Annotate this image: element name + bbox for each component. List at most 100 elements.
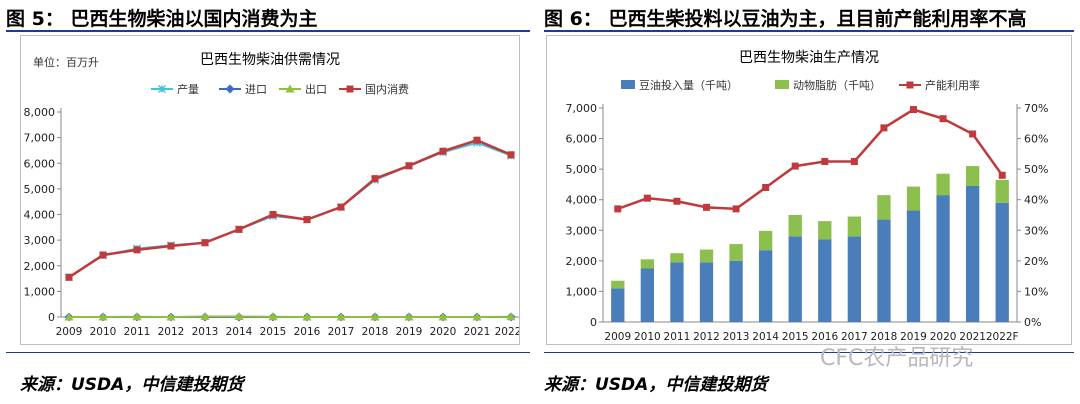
- data-point-2: [132, 312, 142, 321]
- legend-marker-util: [906, 81, 914, 89]
- utilization-line: [617, 108, 1004, 211]
- bar-soy: [729, 260, 743, 322]
- series-line-2: [69, 315, 512, 319]
- y2-tick-label: 70%: [1024, 102, 1048, 115]
- bar-soy: [788, 236, 802, 322]
- utilization-point: [791, 162, 799, 170]
- y-tick-label: 0: [590, 316, 597, 329]
- x-tick-label: 2011: [124, 326, 151, 338]
- bar-soy: [965, 185, 980, 322]
- bar-soy: [611, 288, 625, 322]
- bar-soy: [699, 262, 714, 322]
- y-tick-label: 4,000: [24, 209, 56, 222]
- legend-marker-3: [346, 85, 354, 93]
- data-point-2: [302, 312, 312, 321]
- x-tick-label: 2017: [841, 331, 868, 343]
- bar-soy: [877, 219, 891, 322]
- legend-label-animal: 动物脂肪（千吨）: [793, 78, 881, 92]
- data-point-2: [166, 312, 176, 321]
- utilization-point: [939, 115, 947, 123]
- bar-animal: [818, 221, 832, 240]
- utilization-point: [821, 158, 829, 165]
- figure-6-top-rule: [544, 30, 1074, 32]
- utilization-point: [732, 205, 740, 213]
- data-point-3: [507, 151, 515, 159]
- figure-6-chart-panel: 巴西生物柴油生产情况 豆油投入量（千吨） 动物脂肪（千吨） 产能利用率 0 1,000 2,…: [546, 35, 1072, 345]
- y2-tick-label: 30%: [1024, 224, 1048, 237]
- bar-soy: [640, 268, 655, 322]
- figure-6-bottom-rule: [544, 352, 1074, 353]
- data-point-3: [473, 136, 481, 144]
- x-tick-label: 2010: [634, 331, 661, 343]
- data-point-3: [167, 242, 175, 250]
- x-tick-label: 2016: [811, 331, 838, 343]
- data-point-3: [337, 203, 345, 211]
- legend-label-2: 出口: [305, 82, 327, 96]
- bar-soy: [818, 239, 832, 322]
- utilization-point: [673, 197, 681, 205]
- y2-tick-label: 0%: [1024, 316, 1041, 329]
- x-tick-label: 2014: [226, 326, 253, 338]
- x-tick-label: 2011: [664, 331, 691, 343]
- legend-marker-0: [157, 84, 167, 94]
- data-point-2: [404, 312, 414, 321]
- y2-tick-label: 50%: [1024, 163, 1048, 176]
- data-point-2: [268, 312, 278, 321]
- utilization-point: [703, 203, 710, 211]
- data-point-2: [472, 312, 482, 321]
- data-point-2: [200, 311, 210, 320]
- data-point-2: [370, 312, 380, 321]
- legend-label-soy: 豆油投入量（千吨）: [639, 78, 738, 92]
- legend-swatch-soy: [621, 80, 635, 89]
- bar-animal: [670, 253, 684, 263]
- watermark-text: CFC农产品研究: [820, 346, 974, 371]
- bar-soy: [758, 250, 773, 322]
- chart-title: 巴西生物柴油生产情况: [739, 50, 879, 66]
- bar-animal: [995, 179, 1009, 203]
- x-tick-label: 2013: [723, 331, 750, 343]
- x-tick-label: 2019: [900, 331, 927, 343]
- bar-soy: [936, 195, 950, 322]
- figure-5-heading: 图 5： 巴西生物柴油以国内消费为主: [6, 8, 318, 30]
- y2-tick-label: 40%: [1024, 194, 1048, 207]
- data-point-3: [133, 246, 141, 254]
- bar-soy: [906, 210, 921, 322]
- x-tick-label: 2010: [90, 326, 117, 338]
- y-tick-label: 2,000: [566, 255, 598, 268]
- y-tick-label: 3,000: [24, 234, 56, 247]
- bar-animal: [699, 249, 714, 263]
- legend-label-3: 国内消费: [365, 82, 409, 96]
- legend-marker-2: [285, 84, 295, 93]
- utilization-point: [614, 205, 622, 213]
- legend-label-util: 产能利用率: [925, 78, 980, 92]
- y2-tick-label: 20%: [1024, 255, 1048, 268]
- bar-animal: [847, 216, 862, 237]
- x-tick-label: 2012: [693, 331, 720, 343]
- bar-animal: [640, 259, 655, 269]
- figure-6-heading: 图 6： 巴西生柴投料以豆油为主，且目前产能利用率不高: [544, 8, 1027, 30]
- data-point-2: [98, 312, 108, 321]
- y-tick-label: 6,000: [566, 133, 598, 146]
- legend-label-0: 产量: [177, 82, 199, 96]
- y-tick-label: 1,000: [24, 285, 56, 298]
- utilization-point: [998, 171, 1006, 179]
- bar-animal: [877, 195, 891, 220]
- x-tick-label: 2022F: [495, 326, 519, 338]
- legend-swatch-animal: [775, 80, 789, 89]
- y-tick-label: 5,000: [566, 163, 598, 176]
- bar-animal: [965, 166, 980, 186]
- utilization-point: [880, 124, 888, 132]
- x-tick-label: 2020: [930, 331, 957, 343]
- y-tick-label: 7,000: [24, 132, 56, 145]
- y-tick-label: 8,000: [24, 106, 56, 119]
- x-tick-label: 2012: [158, 326, 185, 338]
- bar-soy: [670, 262, 684, 322]
- y-tick-label: 6,000: [24, 157, 56, 170]
- y-tick-label: 4,000: [566, 194, 598, 207]
- data-point-3: [99, 251, 107, 259]
- utilization-point: [850, 158, 858, 165]
- unit-label: 单位：百万升: [33, 55, 99, 69]
- bar-soy: [995, 202, 1009, 322]
